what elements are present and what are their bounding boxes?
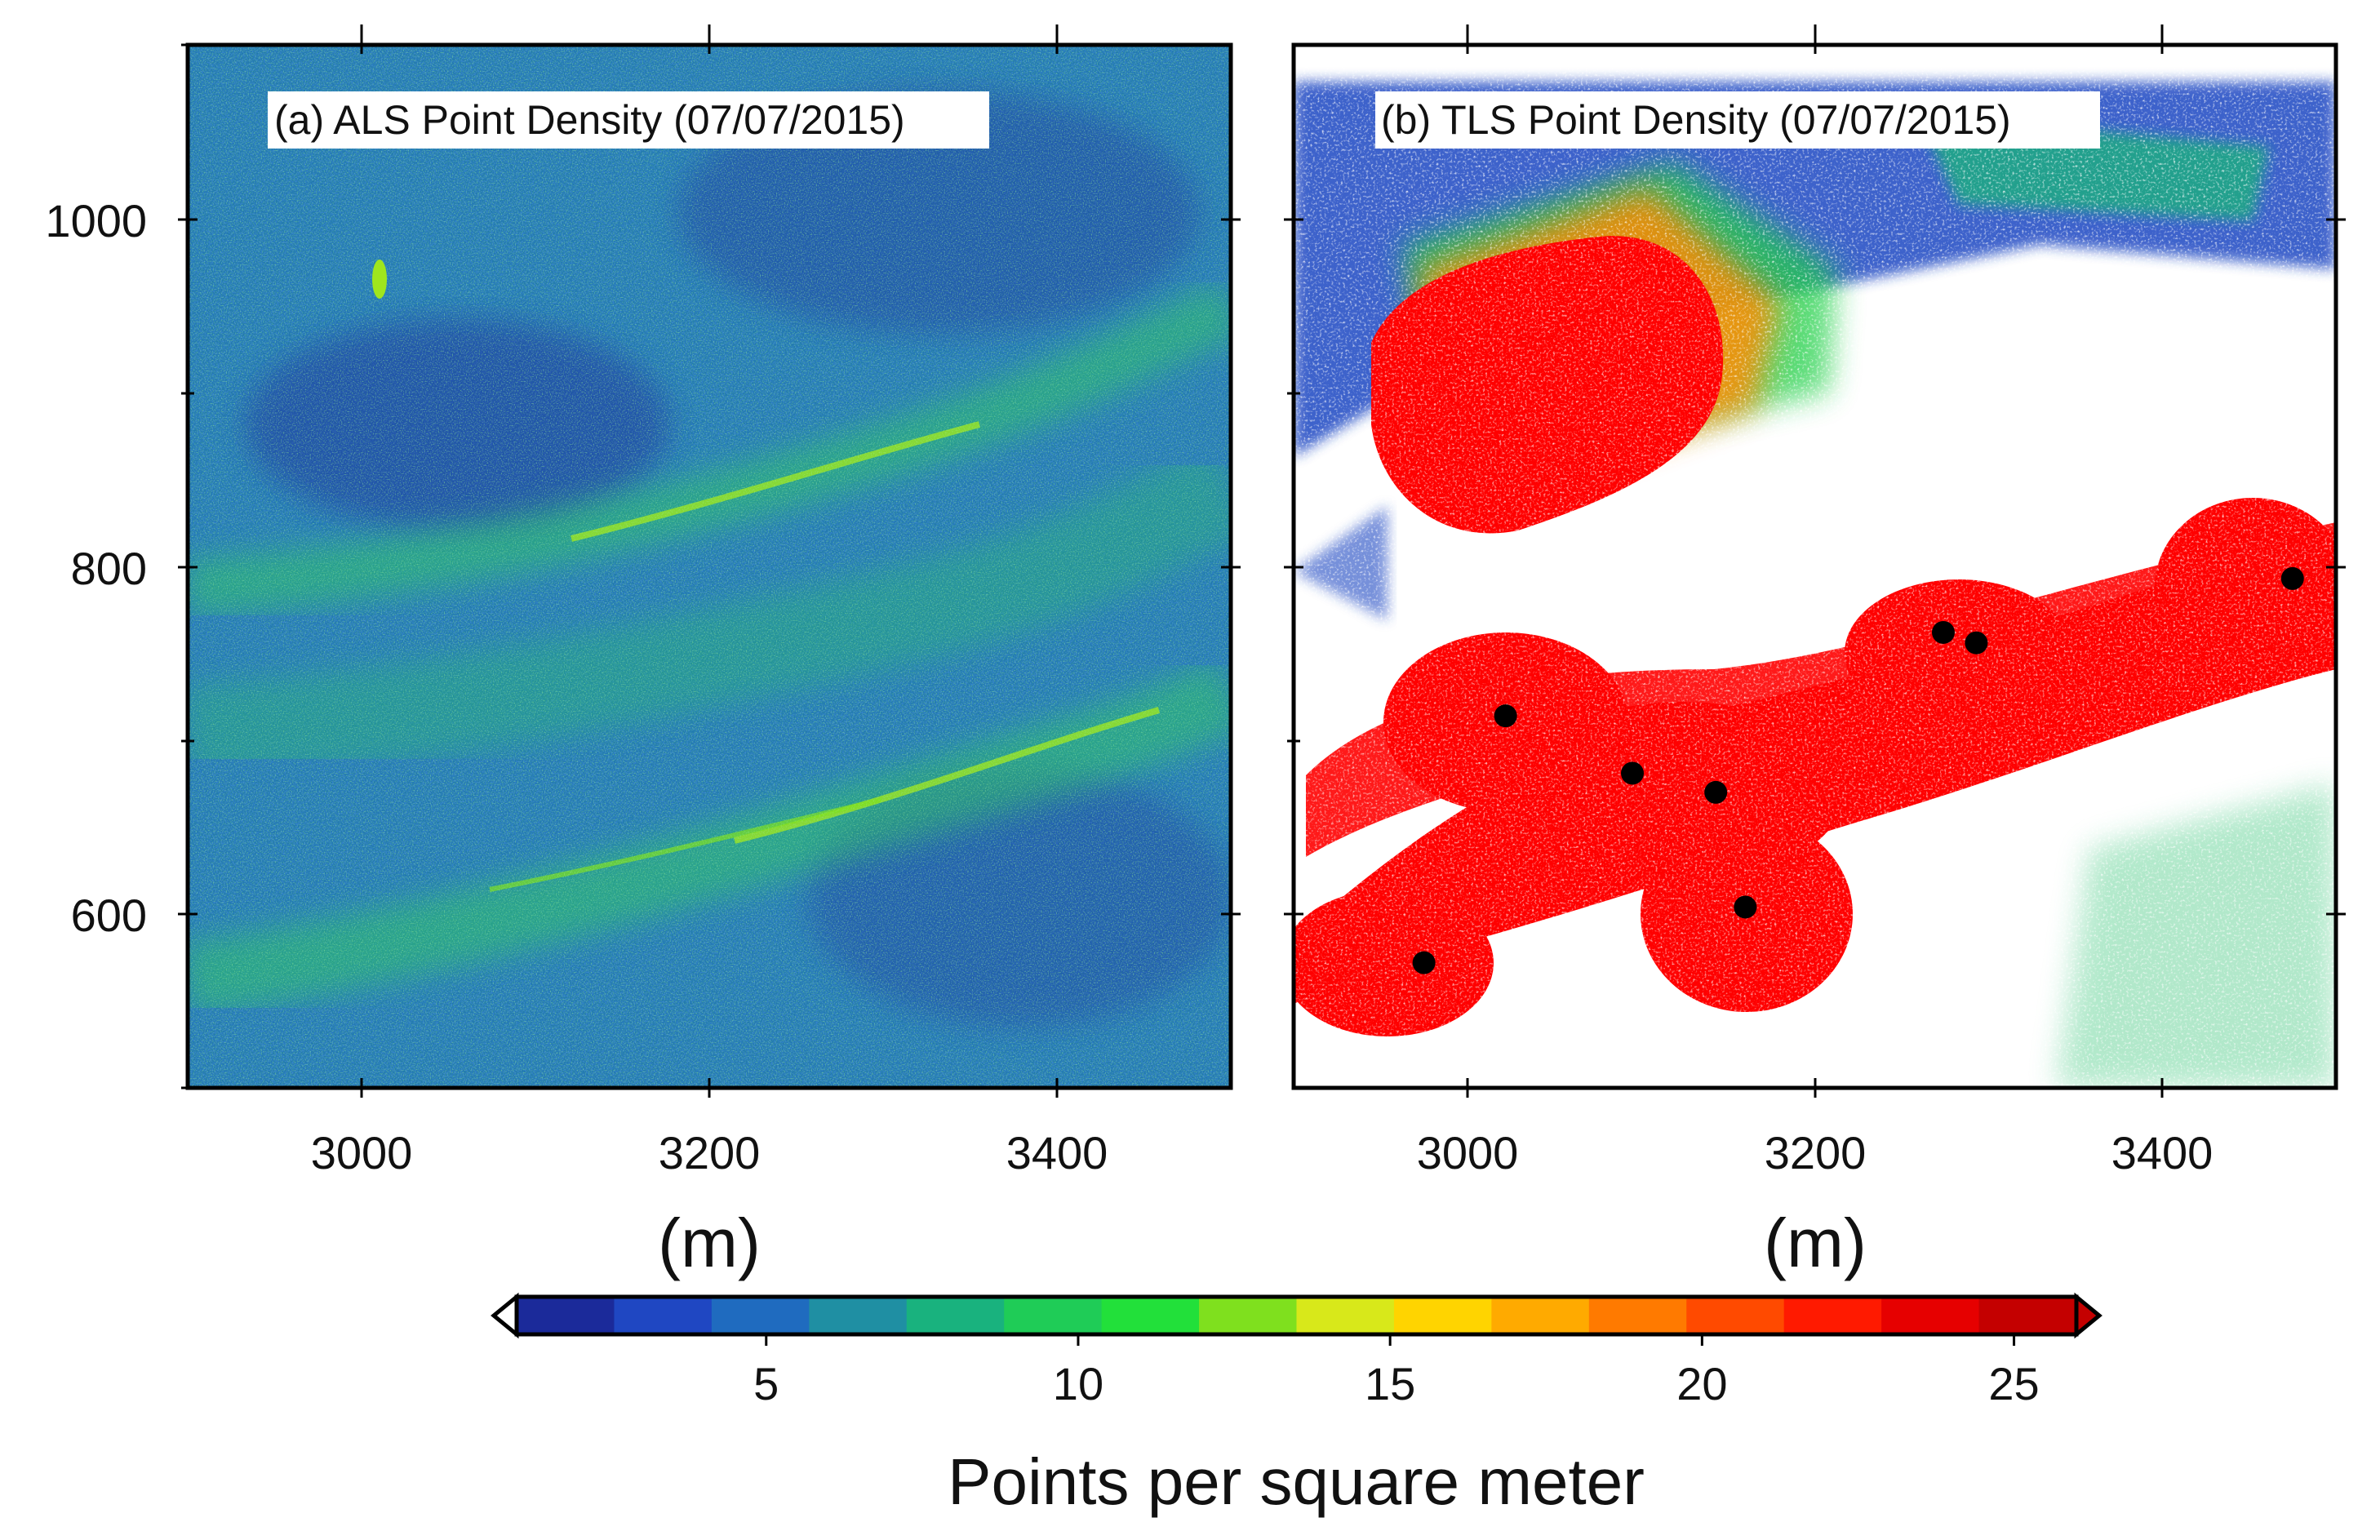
colorbar-ticks: 5 10 15 20 25 [753, 1334, 2040, 1409]
colorbar-bin-9 [1296, 1297, 1395, 1334]
scan-position-3 [1621, 761, 1645, 785]
panel-a-title: (a) ALS Point Density (07/07/2015) [268, 91, 989, 149]
y-tick-1000: 1000 [45, 195, 147, 246]
colorbar-bin-8 [1199, 1297, 1298, 1334]
colorbar: 5 10 15 20 25 Points per square meter [491, 1292, 2102, 1518]
scan-position-2 [1494, 704, 1517, 728]
colorbar-bin-14 [1783, 1297, 1883, 1334]
colorbar-bin-7 [1101, 1297, 1201, 1334]
panel-a-y-axis: 1000 800 600 [45, 43, 1241, 1090]
x-tick-3400: 3400 [1006, 1127, 1108, 1178]
x-tick-3000: 3000 [1417, 1127, 1519, 1178]
colorbar-bin-3 [711, 1297, 810, 1334]
colorbar-tick-label: 15 [1365, 1358, 1415, 1409]
panel-b-title: (b) TLS Point Density (07/07/2015) [1375, 91, 2100, 149]
y-tick-800: 800 [71, 543, 147, 594]
x-axis-unit: (m) [1764, 1205, 1867, 1281]
scan-position-6 [1931, 620, 1955, 644]
colorbar-low-arrow [491, 1292, 519, 1339]
colorbar-tick-label: 10 [1053, 1358, 1103, 1409]
x-tick-3400: 3400 [2111, 1127, 2213, 1178]
colorbar-bin-1 [517, 1297, 615, 1334]
y-tick-600: 600 [71, 890, 147, 941]
x-tick-3200: 3200 [1765, 1127, 1867, 1178]
colorbar-bin-6 [1004, 1297, 1103, 1334]
scan-position-8 [2280, 566, 2304, 590]
panel-b-y-axis [1284, 218, 2346, 916]
panel-a-als-density: (a) ALS Point Density (07/07/2015) 1000 … [45, 24, 1241, 1281]
als-density-raster [188, 45, 1231, 1088]
tls-density-raster [1294, 45, 2336, 1088]
colorbar-bin-10 [1393, 1297, 1493, 1334]
scan-position-5 [1734, 895, 1757, 919]
colorbar-bin-2 [614, 1297, 713, 1334]
panel-a-x-axis: 3000 3200 3400 (m) [311, 24, 1108, 1281]
colorbar-tick-label: 25 [1988, 1358, 2039, 1409]
scan-position-7 [1965, 631, 1988, 655]
x-tick-3200: 3200 [659, 1127, 761, 1178]
colorbar-bin-13 [1686, 1297, 1785, 1334]
scan-position-1 [1412, 951, 1436, 974]
panel-a-title-text: (a) ALS Point Density (07/07/2015) [274, 97, 905, 143]
colorbar-bin-4 [809, 1297, 908, 1334]
colorbar-bin-15 [1881, 1297, 1980, 1334]
x-tick-3000: 3000 [311, 1127, 413, 1178]
panel-b-title-text: (b) TLS Point Density (07/07/2015) [1381, 97, 2011, 143]
panel-b-x-axis: 3000 3200 3400 (m) [1417, 24, 2213, 1281]
x-axis-unit: (m) [658, 1205, 761, 1281]
colorbar-bin-5 [906, 1297, 1006, 1334]
colorbar-tick-label: 5 [753, 1358, 779, 1409]
colorbar-frame [514, 1294, 2079, 1337]
colorbar-tick-label: 20 [1676, 1358, 1727, 1409]
colorbar-bin-12 [1588, 1297, 1688, 1334]
colorbar-title: Points per square meter [948, 1445, 1645, 1518]
scan-position-4 [1704, 780, 1728, 804]
colorbar-bins [517, 1297, 2077, 1334]
scan-positions [1412, 566, 2304, 974]
panel-b-tls-density: (b) TLS Point Density (07/07/2015) 3000 … [1284, 24, 2346, 1281]
colorbar-high-arrow [2074, 1292, 2102, 1339]
colorbar-bin-16 [1978, 1297, 2077, 1334]
colorbar-bin-11 [1491, 1297, 1590, 1334]
